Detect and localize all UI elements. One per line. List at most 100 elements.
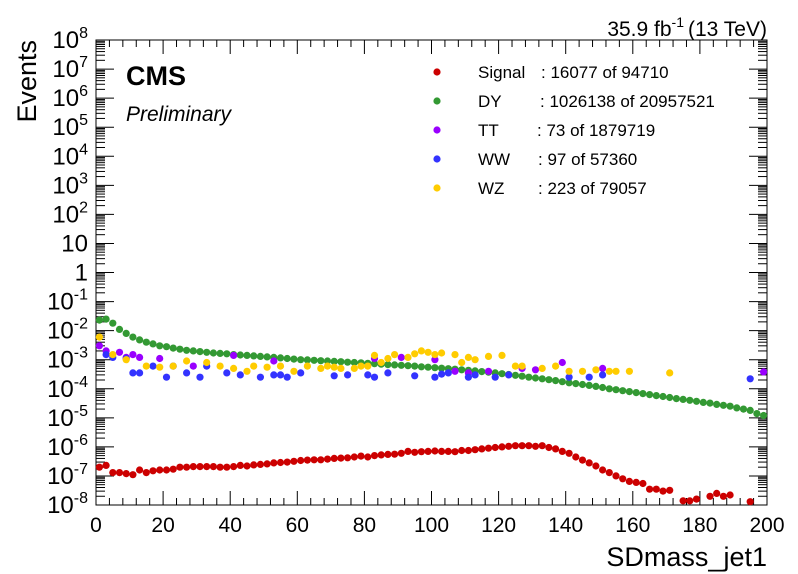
data-point [283,458,291,466]
data-point [384,354,392,363]
data-point [404,447,412,455]
data-point [122,329,130,337]
data-point [538,364,546,372]
data-point [531,374,540,382]
x-axis-label: SDmass_jet1 [606,542,767,572]
series-ww [102,351,754,383]
x-axis: 0 20 40 60 80 100 120 140 160 180 200 [90,40,785,537]
x-tick-label: 0 [90,514,102,537]
data-points [95,315,768,506]
data-point [95,333,103,341]
data-point [216,463,224,471]
data-point [156,342,164,350]
data-point [505,442,513,450]
data-point [552,362,560,370]
y-tick-label: 102 [52,199,88,228]
data-point [397,449,405,457]
x-tick-label: 160 [615,514,650,537]
data-point [122,470,130,478]
data-point [625,367,634,375]
data-point [115,348,124,356]
data-point [256,352,264,360]
data-point [290,457,298,465]
data-point [230,463,238,471]
data-point [739,405,748,413]
data-point [102,351,110,359]
data-point [176,345,184,353]
data-point [203,463,211,471]
data-point [706,492,714,500]
data-point [491,373,499,381]
data-point [149,362,157,370]
data-point [760,368,768,376]
data-point [162,343,171,351]
data-point [625,477,634,485]
data-point [223,350,231,358]
data-point [230,351,238,359]
y-tick-exponent: 4 [79,141,88,158]
data-point [625,388,634,396]
data-point [706,399,714,407]
data-point [498,443,506,451]
data-point [451,351,459,359]
data-point [478,368,486,376]
legend-series-count: : 16077 of 94710 [541,63,669,82]
y-tick-exponent: -5 [74,403,88,420]
data-point [652,485,660,493]
data-point [115,325,124,333]
data-point [478,445,486,453]
data-point [605,367,613,375]
lumi-exponent: -1 [672,14,685,30]
data-point [270,371,278,379]
data-point [216,349,224,357]
data-point [612,472,620,480]
data-point [183,463,191,471]
legend-series-name: WZ [478,179,504,198]
data-point [256,460,264,468]
data-point [263,363,271,371]
data-point [102,461,110,469]
data-point [451,367,459,375]
data-point [424,447,432,455]
data-point [243,351,251,359]
data-point [344,358,352,366]
data-point [162,466,171,474]
y-tick-label: 10-1 [47,287,88,316]
data-point [377,451,385,459]
y-tick-base: 10 [47,492,74,519]
legend-item-dy: DY: 1026138 of 20957521 [433,92,715,111]
data-point [115,469,124,477]
data-point [404,362,412,370]
data-point [156,466,164,474]
x-tick-label: 180 [682,514,717,537]
data-point [424,348,432,356]
data-point [317,456,325,464]
legend-item-wz: WZ: 223 of 79057 [433,179,647,198]
y-tick-base: 10 [52,85,79,112]
data-point [129,369,137,377]
data-point [370,373,379,381]
y-tick-label: 10-7 [47,461,88,490]
data-point [726,402,734,410]
y-tick-base: 10 [47,318,74,345]
data-point [317,364,325,372]
data-point [431,447,439,455]
data-point [297,456,305,465]
data-point [605,469,613,477]
data-point [619,475,627,483]
data-point [666,486,674,494]
y-tick-exponent: -2 [74,316,88,333]
data-point [183,357,191,365]
data-point [290,367,298,375]
data-point [303,356,311,364]
y-tick-base: 10 [52,201,79,228]
data-point [149,340,157,348]
y-tick-label: 1 [75,260,88,287]
data-point [592,366,600,374]
y-tick-exponent: 8 [79,25,88,42]
data-point [545,376,553,384]
data-point [760,411,768,420]
data-point [417,347,425,355]
y-tick-label: 10 [61,230,88,257]
y-tick-base: 10 [47,289,74,316]
